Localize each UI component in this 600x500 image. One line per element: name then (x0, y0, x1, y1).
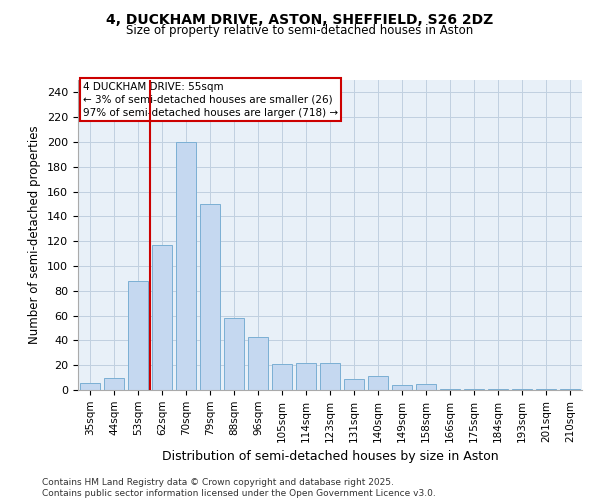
Bar (296, 362, 316, 390)
Bar (560, 389, 580, 390)
Bar (344, 379, 364, 390)
Bar (248, 336, 268, 390)
Bar (128, 281, 148, 390)
Text: Size of property relative to semi-detached houses in Aston: Size of property relative to semi-detach… (127, 24, 473, 37)
Bar (368, 376, 388, 390)
Bar (488, 389, 508, 390)
Bar (272, 364, 292, 390)
Bar (224, 318, 244, 390)
Y-axis label: Number of semi-detached properties: Number of semi-detached properties (28, 126, 41, 344)
Text: 4, DUCKHAM DRIVE, ASTON, SHEFFIELD, S26 2DZ: 4, DUCKHAM DRIVE, ASTON, SHEFFIELD, S26 … (106, 12, 494, 26)
Bar (536, 389, 556, 390)
Bar (440, 389, 460, 390)
X-axis label: Distribution of semi-detached houses by size in Aston: Distribution of semi-detached houses by … (161, 450, 499, 463)
Bar (104, 378, 124, 390)
Bar (80, 382, 100, 390)
Bar (176, 142, 196, 390)
Bar (200, 204, 220, 390)
Text: 4 DUCKHAM DRIVE: 55sqm
← 3% of semi-detached houses are smaller (26)
97% of semi: 4 DUCKHAM DRIVE: 55sqm ← 3% of semi-deta… (83, 82, 338, 118)
Bar (416, 384, 436, 390)
Bar (320, 362, 340, 390)
Bar (392, 385, 412, 390)
Text: Contains HM Land Registry data © Crown copyright and database right 2025.
Contai: Contains HM Land Registry data © Crown c… (42, 478, 436, 498)
Bar (464, 389, 484, 390)
Bar (152, 245, 172, 390)
Bar (512, 389, 532, 390)
